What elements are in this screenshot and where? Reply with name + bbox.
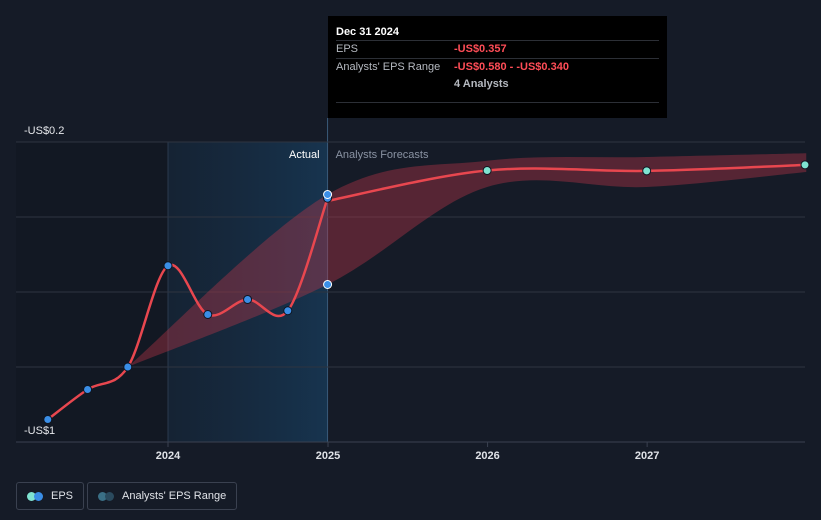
tooltip: Dec 31 2024 EPS -US$0.357 Analysts' EPS … <box>328 16 667 118</box>
tooltip-row-eps: EPS -US$0.357 <box>336 40 659 58</box>
tooltip-range-key: Analysts' EPS Range <box>336 61 441 73</box>
tooltip-row-analysts: 4 Analysts <box>336 76 659 93</box>
tooltip-date: Dec 31 2024 <box>336 26 399 38</box>
eps-actual-point <box>243 295 253 304</box>
eps-forecast-line <box>326 163 808 203</box>
eps-actual-point <box>203 310 213 319</box>
eps-actual-point <box>43 415 53 424</box>
legend-range[interactable]: Analysts' EPS Range <box>87 482 238 510</box>
y-tick-label: -US$0.2 <box>24 125 64 137</box>
legend-range-label: Analysts' EPS Range <box>122 490 227 502</box>
eps-actual-point <box>123 362 133 372</box>
legend-eps-label: EPS <box>51 490 74 502</box>
x-tick-label: 2025 <box>316 450 340 462</box>
eps-forecast-point <box>482 166 492 175</box>
tooltip-divider <box>336 102 659 103</box>
eps-actual-point <box>83 385 93 394</box>
range-endpoint <box>323 280 333 289</box>
forecast-label: Analysts Forecasts <box>336 149 429 161</box>
eps-forecast-point <box>642 166 652 176</box>
y-tick-label: -US$1 <box>24 425 55 437</box>
tooltip-range-value: -US$0.580 - -US$0.340 <box>454 61 569 73</box>
analyst-range-area <box>127 153 807 367</box>
eps-actual-point <box>163 261 173 271</box>
x-tick-label: 2026 <box>475 450 499 462</box>
tooltip-eps-value: -US$0.357 <box>454 43 507 55</box>
eps-actual-point <box>283 306 293 316</box>
tooltip-analysts-value: 4 Analysts <box>454 78 509 90</box>
eps-forecast-point <box>800 160 810 170</box>
eps-legend-icon <box>27 491 43 501</box>
range-endpoint <box>323 190 333 199</box>
x-tick-label: 2027 <box>635 450 659 462</box>
actual-label: Actual <box>289 149 320 161</box>
tooltip-row-range: Analysts' EPS Range -US$0.580 - -US$0.34… <box>336 58 659 76</box>
legend-eps[interactable]: EPS <box>16 482 85 510</box>
tooltip-analysts-key <box>336 76 454 93</box>
range-legend-icon <box>98 491 114 501</box>
x-tick-label: 2024 <box>156 450 181 462</box>
tooltip-eps-key: EPS <box>336 43 359 55</box>
